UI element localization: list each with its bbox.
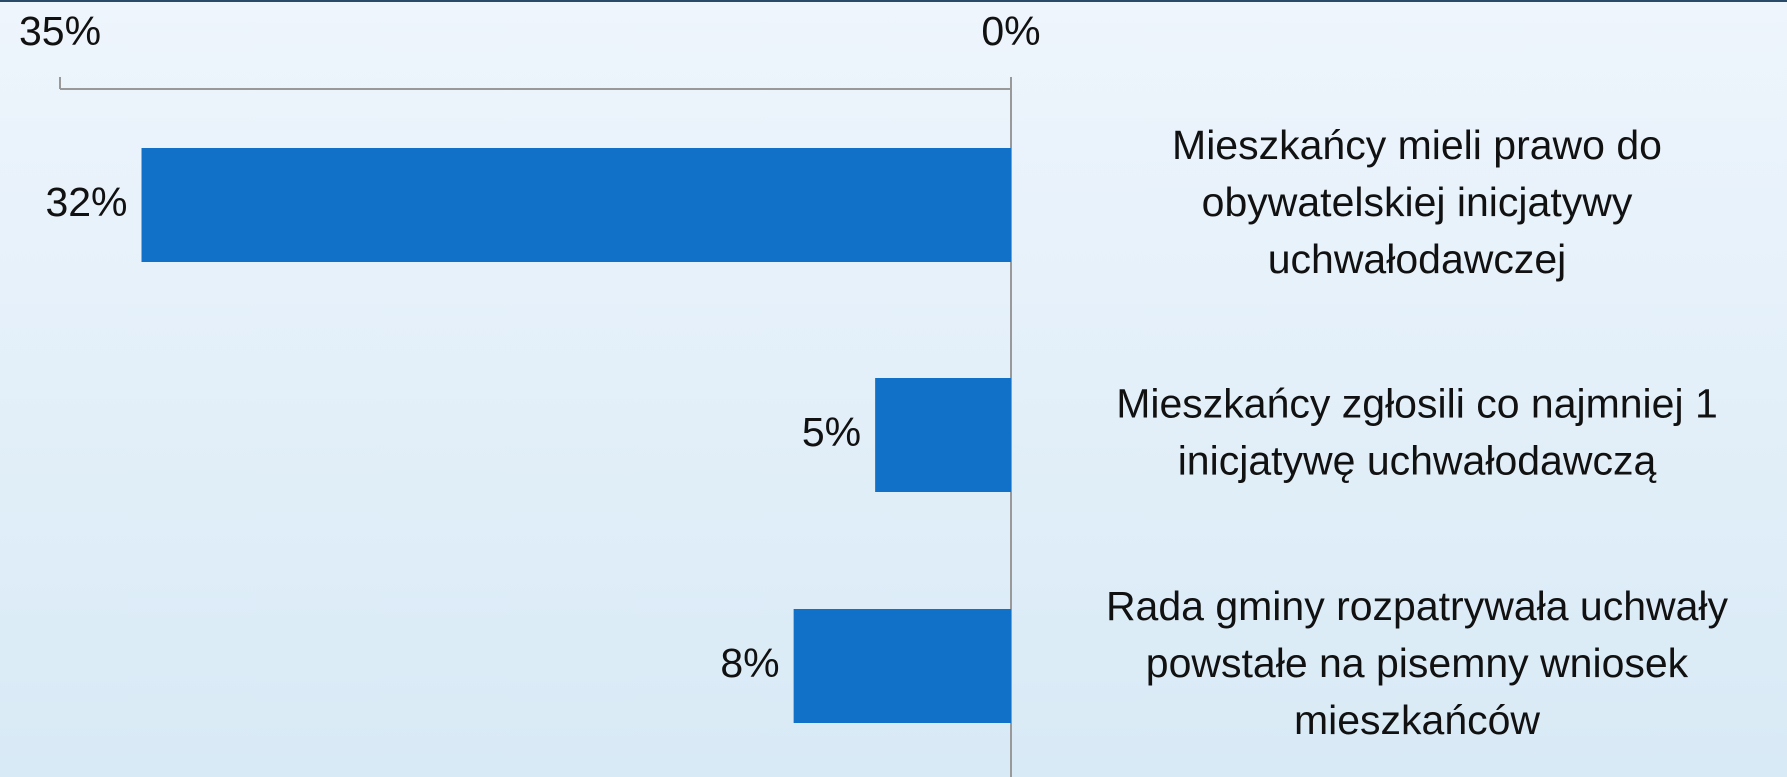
category-line: obywatelskiej inicjatywy: [1202, 179, 1633, 225]
value-label: 5%: [802, 409, 861, 455]
x-tick-label: 0%: [981, 8, 1040, 54]
category-line: Mieszkańcy zgłosili co najmniej 1: [1116, 380, 1718, 426]
category-label: Rada gminy rozpatrywała uchwały powstałe …: [1106, 583, 1729, 743]
value-label: 8%: [720, 640, 779, 686]
category-line: uchwałodawczej: [1268, 236, 1567, 282]
bar: [875, 378, 1011, 492]
bar: [793, 609, 1011, 723]
bar: [141, 148, 1011, 262]
category-line: inicjatywę uchwałodawczą: [1178, 437, 1657, 483]
category-line: Mieszkańcy mieli prawo do: [1172, 122, 1662, 168]
category-label: Mieszkańcy mieli prawo do obywatelskiej i…: [1172, 122, 1662, 282]
category-label: Mieszkańcy zgłosili co najmniej 1 inicjat…: [1116, 380, 1718, 483]
category-line: mieszkańców: [1294, 697, 1540, 743]
x-tick-label: 35%: [19, 8, 101, 54]
value-label: 32%: [45, 179, 127, 225]
top-border: [0, 0, 1787, 2]
category-line: powstałe na pisemny wniosek: [1146, 640, 1689, 686]
category-line: Rada gminy rozpatrywała uchwały: [1106, 583, 1729, 629]
